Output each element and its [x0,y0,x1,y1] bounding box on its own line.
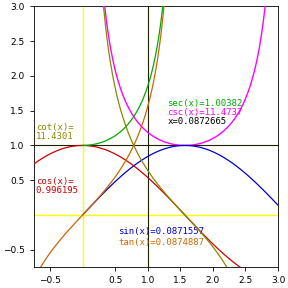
Text: 11.4301: 11.4301 [36,132,73,141]
Text: cos(x)=: cos(x)= [36,177,73,186]
Text: sin(x)=0.0871557: sin(x)=0.0871557 [118,228,204,236]
Text: tan(x)=0.0874887: tan(x)=0.0874887 [118,238,204,247]
Text: 0.996195: 0.996195 [36,186,79,195]
Text: x=0.0872665: x=0.0872665 [167,117,226,126]
Text: sec(x)=1.00382: sec(x)=1.00382 [167,99,242,108]
Text: cot(x)=: cot(x)= [36,123,73,132]
Text: csc(x)=11.4737: csc(x)=11.4737 [167,108,242,117]
